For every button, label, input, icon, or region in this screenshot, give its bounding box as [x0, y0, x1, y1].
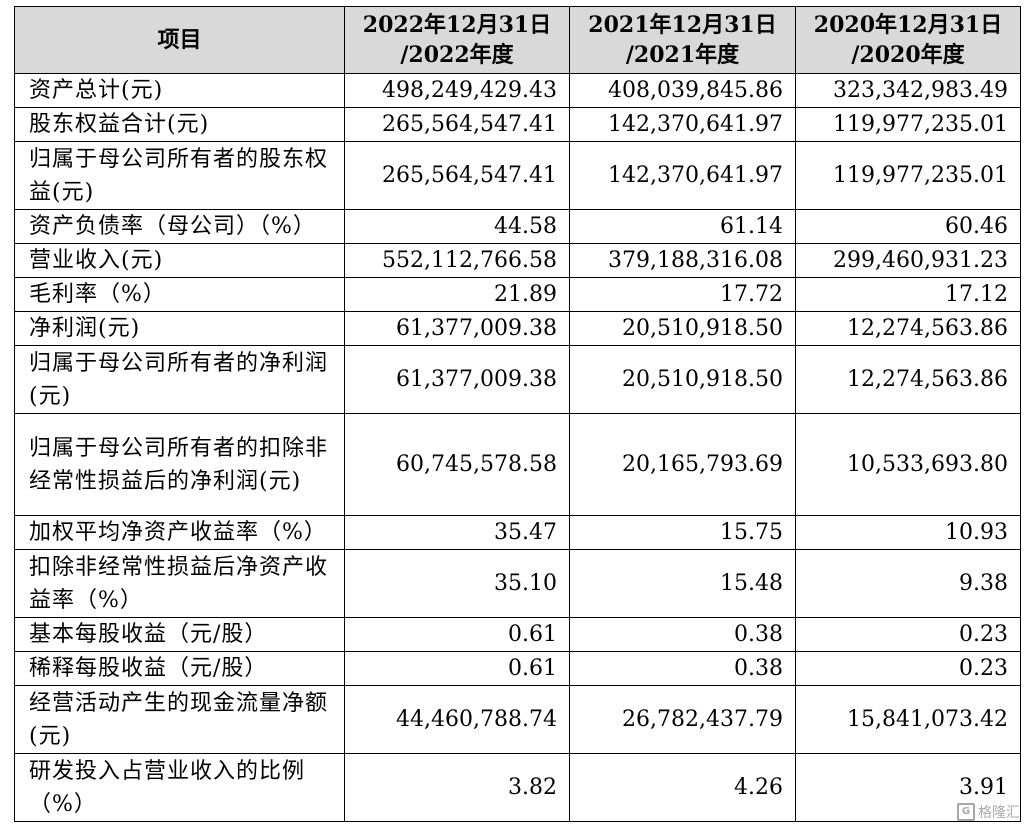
value-2021: 61.14 [569, 209, 796, 244]
value-2021: 20,165,793.69 [569, 413, 796, 516]
value-2022: 61,377,009.38 [344, 345, 570, 414]
table-row: 归属于母公司所有者的扣除非经常性损益后的净利润(元) 60,745,578.58… [14, 413, 1021, 516]
row-label: 归属于母公司所有者的扣除非经常性损益后的净利润(元) [14, 413, 345, 516]
row-label: 净利润(元) [14, 311, 345, 346]
value-2022: 21.89 [344, 277, 570, 312]
value-2021: 379,188,316.08 [569, 243, 796, 278]
value-2022: 0.61 [344, 617, 570, 652]
value-2022: 44.58 [344, 209, 570, 244]
row-label: 经营活动产生的现金流量净额(元) [14, 685, 345, 754]
gelonghui-logo-icon: G [957, 803, 975, 821]
value-2022: 35.10 [344, 549, 570, 618]
header-2022: 2022年12月31日 /2022年度 [344, 6, 570, 74]
value-2020: 17.12 [795, 277, 1021, 312]
header-2020-year: /2020年度 [851, 42, 965, 68]
table-row: 资产负债率（母公司）（%） 44.58 61.14 60.46 [14, 209, 1021, 244]
value-2022: 265,564,547.41 [344, 141, 570, 210]
table-row: 扣除非经常性损益后净资产收益率（%） 35.10 15.48 9.38 [14, 549, 1021, 618]
value-2022: 44,460,788.74 [344, 685, 570, 754]
table-row: 归属于母公司所有者的净利润(元) 61,377,009.38 20,510,91… [14, 345, 1021, 414]
table-row: 研发投入占营业收入的比例（%） 3.82 4.26 3.91 [14, 753, 1021, 822]
row-label: 稀释每股收益（元/股） [14, 651, 345, 686]
value-2021: 26,782,437.79 [569, 685, 796, 754]
value-2022: 0.61 [344, 651, 570, 686]
header-2021-date: 2021年12月31日 [588, 12, 777, 38]
row-label: 基本每股收益（元/股） [14, 617, 345, 652]
value-2022: 498,249,429.43 [344, 73, 570, 108]
header-2021: 2021年12月31日 /2021年度 [569, 6, 796, 74]
table-row: 净利润(元) 61,377,009.38 20,510,918.50 12,27… [14, 311, 1021, 346]
table-row: 资产总计(元) 498,249,429.43 408,039,845.86 32… [14, 73, 1021, 108]
value-2020: 12,274,563.86 [795, 311, 1021, 346]
header-2022-year: /2022年度 [400, 42, 514, 68]
value-2021: 408,039,845.86 [569, 73, 796, 108]
value-2021: 4.26 [569, 753, 796, 822]
row-label: 归属于母公司所有者的股东权益(元) [14, 141, 345, 210]
header-item: 项目 [14, 6, 345, 74]
value-2020: 0.23 [795, 651, 1021, 686]
row-label: 营业收入(元) [14, 243, 345, 278]
value-2021: 20,510,918.50 [569, 345, 796, 414]
table-row: 稀释每股收益（元/股） 0.61 0.38 0.23 [14, 651, 1021, 686]
value-2022: 265,564,547.41 [344, 107, 570, 142]
table-row: 股东权益合计(元) 265,564,547.41 142,370,641.97 … [14, 107, 1021, 142]
header-2020-date: 2020年12月31日 [813, 12, 1003, 38]
value-2020: 60.46 [795, 209, 1021, 244]
value-2020: 299,460,931.23 [795, 243, 1021, 278]
value-2021: 15.48 [569, 549, 796, 618]
row-label: 扣除非经常性损益后净资产收益率（%） [14, 549, 345, 618]
value-2022: 35.47 [344, 515, 570, 550]
header-row: 项目 2022年12月31日 /2022年度 2021年12月31日 /2021… [14, 6, 1021, 74]
value-2020: 119,977,235.01 [795, 107, 1021, 142]
value-2020: 15,841,073.42 [795, 685, 1021, 754]
value-2021: 0.38 [569, 651, 796, 686]
value-2021: 17.72 [569, 277, 796, 312]
watermark-text: 格隆汇 [978, 805, 1020, 821]
row-label: 毛利率（%） [14, 277, 345, 312]
table-row: 基本每股收益（元/股） 0.61 0.38 0.23 [14, 617, 1021, 652]
row-label: 资产总计(元) [14, 73, 345, 108]
row-label: 研发投入占营业收入的比例（%） [14, 753, 345, 822]
row-label: 资产负债率（母公司）（%） [14, 209, 345, 244]
value-2021: 15.75 [569, 515, 796, 550]
table-row: 归属于母公司所有者的股东权益(元) 265,564,547.41 142,370… [14, 141, 1021, 210]
value-2022: 61,377,009.38 [344, 311, 570, 346]
header-item-label: 项目 [157, 27, 202, 53]
row-label: 归属于母公司所有者的净利润(元) [14, 345, 345, 414]
table-row: 毛利率（%） 21.89 17.72 17.12 [14, 277, 1021, 312]
header-2021-year: /2021年度 [625, 42, 740, 68]
value-2020: 0.23 [795, 617, 1021, 652]
value-2021: 0.38 [569, 617, 796, 652]
header-2022-date: 2022年12月31日 [362, 12, 552, 38]
value-2020: 3.91 [795, 753, 1021, 822]
value-2020: 9.38 [795, 549, 1021, 618]
table-row: 经营活动产生的现金流量净额(元) 44,460,788.74 26,782,43… [14, 685, 1021, 754]
value-2022: 552,112,766.58 [344, 243, 570, 278]
financial-data-table: 项目 2022年12月31日 /2022年度 2021年12月31日 /2021… [14, 6, 1021, 822]
value-2020: 10,533,693.80 [795, 413, 1021, 516]
table-row: 加权平均净资产收益率（%） 35.47 15.75 10.93 [14, 515, 1021, 550]
row-label: 加权平均净资产收益率（%） [14, 515, 345, 550]
value-2020: 12,274,563.86 [795, 345, 1021, 414]
value-2020: 10.93 [795, 515, 1021, 550]
value-2022: 60,745,578.58 [344, 413, 570, 516]
value-2021: 142,370,641.97 [569, 141, 796, 210]
row-label: 股东权益合计(元) [14, 107, 345, 142]
value-2020: 119,977,235.01 [795, 141, 1021, 210]
table-row: 营业收入(元) 552,112,766.58 379,188,316.08 29… [14, 243, 1021, 278]
value-2022: 3.82 [344, 753, 570, 822]
value-2020: 323,342,983.49 [795, 73, 1021, 108]
header-2020: 2020年12月31日 /2020年度 [795, 6, 1021, 74]
watermark: G 格隆汇 [957, 802, 1020, 822]
value-2021: 142,370,641.97 [569, 107, 796, 142]
value-2021: 20,510,918.50 [569, 311, 796, 346]
